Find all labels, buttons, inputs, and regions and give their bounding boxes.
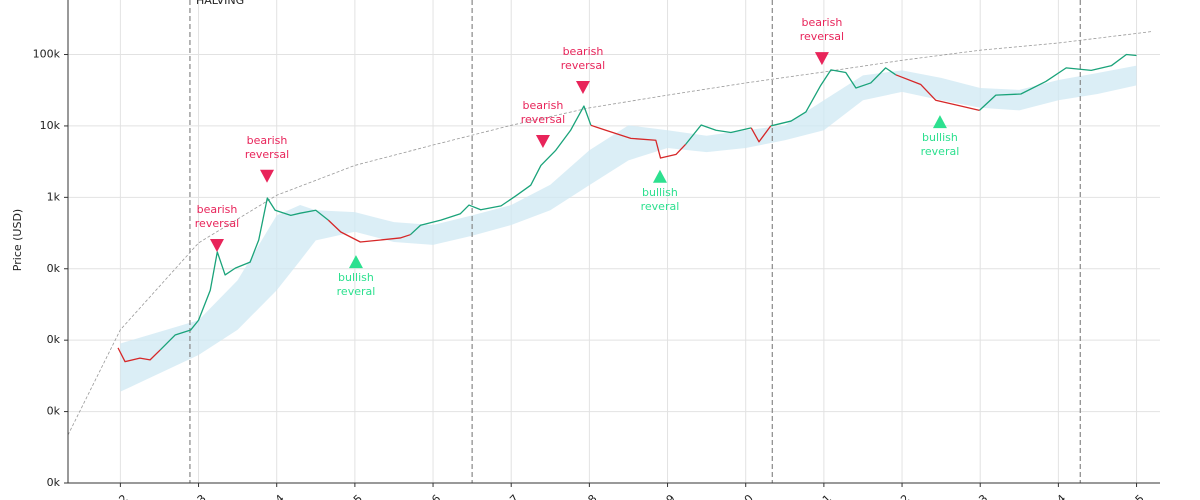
annotation-text: bullish [338, 271, 374, 284]
x-tick-label: 2018 [571, 492, 600, 500]
reversal-marker [652, 169, 667, 183]
y-tick-label: 0k [47, 476, 61, 489]
y-tick-label: 0k [47, 262, 61, 275]
y-tick-label: 1k [47, 190, 61, 203]
x-tick-label: 2013 [180, 492, 209, 500]
x-tick-label: 2022 [883, 492, 912, 500]
y-tick-label: 100k [33, 48, 61, 61]
x-tick-label: 2020 [727, 492, 756, 500]
y-tick-label: 10k [40, 119, 61, 132]
y-tick-label: 0k [47, 405, 61, 418]
reversal-marker [932, 115, 947, 129]
halving-label: HALVING [196, 0, 244, 7]
y-axis-label: Price (USD) [11, 209, 24, 271]
reversal-marker [209, 238, 224, 252]
y-tick-label: 0k [47, 333, 61, 346]
x-tick-label: 2012 [102, 492, 131, 500]
price-line [117, 74, 980, 363]
band [120, 65, 1137, 392]
annotation-text: reversal [521, 113, 565, 126]
x-tick-label: 2021 [805, 492, 834, 500]
fair-value-curve [67, 31, 1153, 436]
x-tick-label: 2025 [1118, 492, 1147, 500]
x-tick-label: 2019 [649, 492, 678, 500]
annotation-text: bearish [802, 16, 843, 29]
x-tick-label: 2016 [414, 492, 443, 500]
annotation-text: bullish [922, 131, 958, 144]
price-line [159, 53, 1137, 351]
annotation-text: bearish [563, 45, 604, 58]
annotation-text: bearish [523, 99, 564, 112]
reversal-marker [260, 169, 275, 183]
reversal-marker [575, 80, 590, 94]
annotation-text: bullish [642, 186, 678, 199]
annotation-text: bearish [197, 203, 238, 216]
x-tick-label: 2015 [336, 492, 365, 500]
reversal-marker [814, 52, 829, 66]
reversal-marker [348, 255, 363, 269]
x-tick-label: 2023 [961, 492, 990, 500]
annotation-text: reversal [195, 217, 239, 230]
x-tick-label: 2017 [492, 492, 521, 500]
annotation-text: reveral [921, 145, 960, 158]
annotation-text: reversal [561, 59, 605, 72]
annotation-text: bearish [247, 134, 288, 147]
annotation-text: reveral [337, 285, 376, 298]
reversal-marker [535, 135, 550, 149]
annotation-text: reversal [245, 148, 289, 161]
x-tick-label: 2014 [258, 492, 287, 500]
annotation-text: reveral [641, 200, 680, 213]
x-tick-label: 2024 [1040, 492, 1069, 500]
annotation-text: reversal [800, 30, 844, 43]
